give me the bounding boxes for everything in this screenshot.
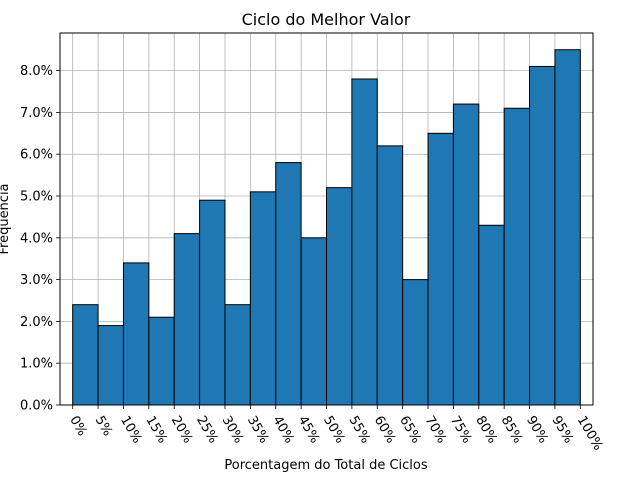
histogram-bar (72, 304, 99, 406)
y-tick-label: 1.0% (20, 357, 53, 372)
histogram-bar (148, 316, 175, 406)
y-tick-label: 3.0% (20, 273, 53, 288)
y-tick-label: 4.0% (20, 231, 53, 246)
histogram-bar (326, 187, 353, 406)
y-axis-ticks: 0.0% 1.0% 2.0% 3.0% 4.0% 5.0% 6.0% 7.0% 8.0% (20, 64, 60, 414)
histogram-bar (300, 237, 328, 406)
histogram-bar (224, 304, 251, 406)
y-tick-label: 8.0% (20, 64, 53, 79)
y-axis-label: Frequência (0, 183, 12, 254)
histogram-bar (249, 191, 277, 406)
histogram-bar (173, 233, 201, 406)
histogram-bar (503, 107, 531, 406)
x-axis-label: Porcentagem do Total de Ciclos (224, 458, 427, 473)
chart-title: Ciclo do Melhor Valor (242, 10, 411, 29)
histogram-bar (199, 199, 226, 406)
histogram-bar (351, 78, 378, 406)
histogram-bar (452, 103, 480, 406)
histogram-bar (554, 49, 581, 406)
y-tick-label: 0.0% (20, 399, 53, 414)
histogram-bar (97, 325, 124, 406)
y-tick-label: 6.0% (20, 148, 53, 163)
histogram-bar (478, 224, 505, 406)
y-tick-label: 2.0% (20, 315, 53, 330)
histogram-bar (402, 279, 429, 406)
histogram-bar (529, 65, 556, 406)
y-tick-label: 7.0% (20, 106, 53, 121)
histogram-bar (122, 262, 150, 406)
histogram-bar (376, 145, 404, 406)
histogram-bar (275, 162, 302, 406)
y-tick-label: 5.0% (20, 190, 53, 205)
histogram-bar (427, 132, 454, 406)
